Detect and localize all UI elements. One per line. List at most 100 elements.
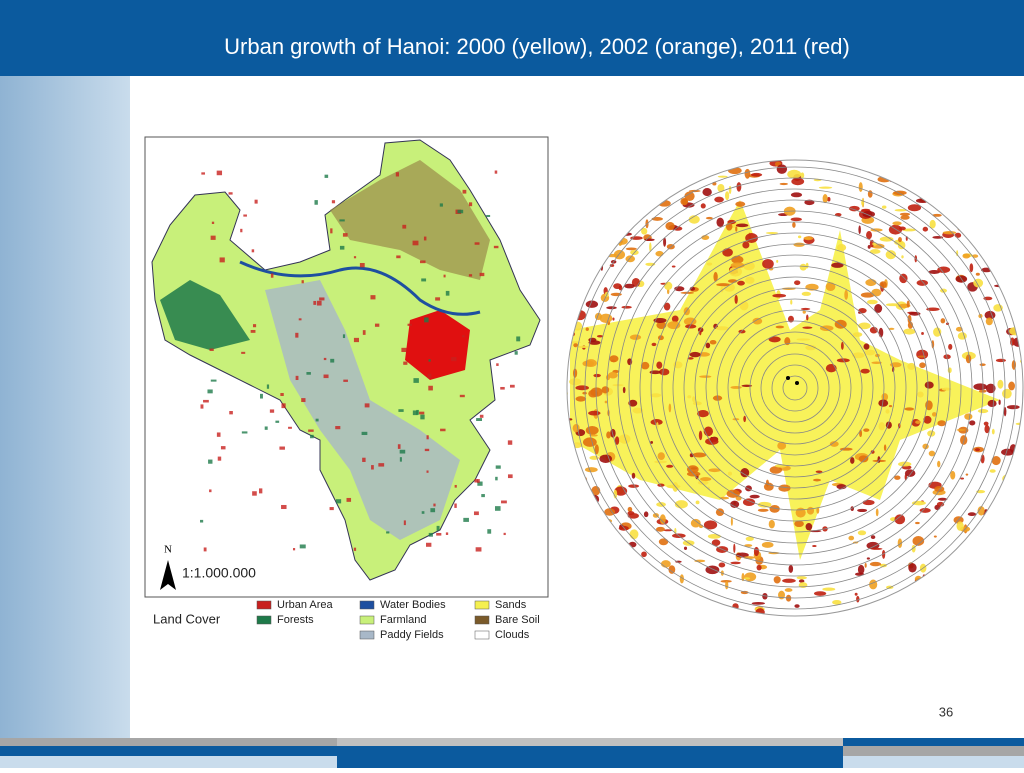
map-patch [419,412,424,415]
growth-patch [754,547,759,556]
growth-patch [807,507,814,515]
map-patch [325,175,329,178]
map-patch [267,384,269,388]
growth-patch [632,473,636,479]
growth-patch [819,186,832,188]
growth-patch [997,380,1003,389]
map-patch [370,295,375,299]
growth-patch [757,565,762,571]
growth-patch [656,361,662,368]
map-patch [288,427,292,429]
growth-patch [586,327,589,331]
legend-label: Paddy Fields [380,629,444,641]
growth-patch [973,383,987,390]
legend-label: Bare Soil [495,614,540,626]
map-patch [229,192,233,194]
map-patch [243,214,247,216]
growth-patch [1013,305,1023,315]
growth-patch [582,361,594,367]
growth-patch [916,350,928,360]
map-patch [240,229,242,232]
map-patch [221,446,226,449]
map-patch [203,400,209,403]
map-patch [208,460,212,464]
map-patch [424,317,428,322]
growth-patch [892,221,901,225]
growth-patch [848,536,854,541]
slide-title: Urban growth of Hanoi: 2000 (yellow), 20… [224,34,850,59]
growth-patch [796,508,806,518]
growth-patch [754,618,756,625]
map-patch [481,494,485,497]
growth-patch [776,260,778,263]
growth-patch [882,205,887,208]
growth-patch [937,420,946,426]
map-patch [427,470,429,472]
growth-patch [804,236,814,240]
growth-patch [976,273,980,276]
growth-patch [907,301,910,308]
growth-patch [769,520,775,529]
growth-patch [606,306,617,309]
map-patch [316,419,319,422]
footer-stripe [337,746,843,768]
growth-patch [994,284,1008,287]
growth-patch [802,326,812,328]
growth-patch [797,338,811,340]
growth-patch [794,521,804,527]
map-patch [296,376,299,380]
growth-patch [951,558,956,567]
growth-patch [616,238,628,245]
growth-patch [908,563,916,572]
map-patch [354,256,356,258]
map-patch [404,520,406,525]
growth-patch [803,617,805,621]
map-patch [403,362,407,365]
growth-patch [990,469,996,473]
growth-patch [925,381,934,388]
growth-patch [612,318,614,321]
map-patch [429,533,433,537]
growth-patch [692,396,695,402]
growth-patch [937,461,940,468]
growth-patch [879,328,884,338]
growth-patch [987,519,998,526]
footer-stripe [0,746,337,756]
growth-patch [859,182,863,192]
map-patch [444,275,446,278]
growth-patch [774,576,781,583]
map-patch [495,506,501,511]
map-patch [201,404,204,408]
map-patch [362,458,365,462]
map-patch [279,447,285,450]
map-patch [396,255,400,258]
growth-patch [844,290,848,300]
legend-label: Clouds [495,629,530,641]
map-patch [462,335,465,337]
growth-patch [986,318,993,326]
growth-patch [948,344,952,350]
map-patch [300,544,306,548]
growth-patch [584,501,596,511]
growth-patch [729,186,732,194]
growth-patch [751,173,762,177]
map-patch [487,529,491,533]
growth-patch [730,562,740,565]
map-patch [335,426,340,429]
map-patch [495,477,497,481]
map-patch [451,357,456,361]
growth-patch [651,393,662,397]
growth-patch [565,459,572,465]
map-patch [330,507,334,510]
map-patch [398,444,401,449]
map-patch [440,429,445,432]
map-patch [293,548,295,550]
growth-patch [787,170,801,179]
growth-patch [992,429,995,435]
growth-patch [960,477,964,479]
footer-stripe [843,738,1024,746]
growth-patch [761,149,765,155]
growth-patch [855,593,858,596]
growth-patch [900,213,910,216]
growth-patch [717,160,729,163]
